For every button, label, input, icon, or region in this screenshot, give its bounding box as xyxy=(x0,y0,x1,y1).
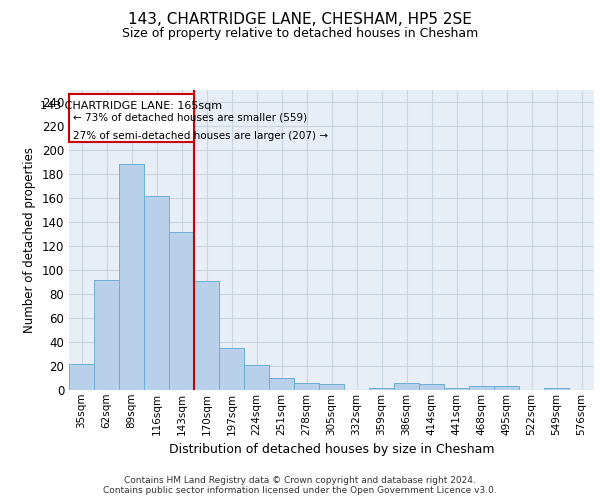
Y-axis label: Number of detached properties: Number of detached properties xyxy=(23,147,36,333)
Bar xyxy=(219,348,244,390)
Bar xyxy=(194,281,219,390)
Bar xyxy=(544,388,569,390)
X-axis label: Distribution of detached houses by size in Chesham: Distribution of detached houses by size … xyxy=(169,443,494,456)
Bar xyxy=(394,383,419,390)
Bar xyxy=(294,383,319,390)
Text: 27% of semi-detached houses are larger (207) →: 27% of semi-detached houses are larger (… xyxy=(73,131,328,141)
FancyBboxPatch shape xyxy=(69,94,194,142)
Bar xyxy=(369,388,394,390)
Bar xyxy=(94,280,119,390)
Text: 143, CHARTRIDGE LANE, CHESHAM, HP5 2SE: 143, CHARTRIDGE LANE, CHESHAM, HP5 2SE xyxy=(128,12,472,28)
Text: Contains HM Land Registry data © Crown copyright and database right 2024.
Contai: Contains HM Land Registry data © Crown c… xyxy=(103,476,497,495)
Text: Size of property relative to detached houses in Chesham: Size of property relative to detached ho… xyxy=(122,28,478,40)
Bar xyxy=(469,386,494,390)
Bar xyxy=(244,365,269,390)
Text: 143 CHARTRIDGE LANE: 165sqm: 143 CHARTRIDGE LANE: 165sqm xyxy=(40,101,223,111)
Bar xyxy=(144,196,169,390)
Bar xyxy=(444,388,469,390)
Bar xyxy=(169,232,194,390)
Text: ← 73% of detached houses are smaller (559): ← 73% of detached houses are smaller (55… xyxy=(73,113,307,123)
Bar xyxy=(494,386,519,390)
Bar xyxy=(69,364,94,390)
Bar xyxy=(119,164,144,390)
Bar xyxy=(419,384,444,390)
Bar xyxy=(319,384,344,390)
Bar xyxy=(269,378,294,390)
